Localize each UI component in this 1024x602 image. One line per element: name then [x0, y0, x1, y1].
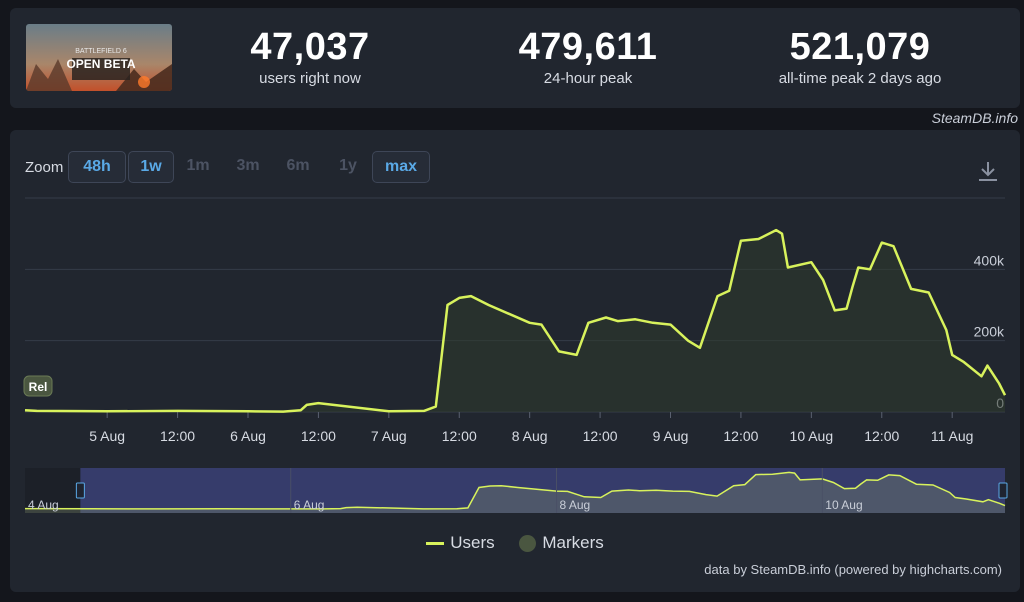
range-navigator[interactable]: 4 Aug 6 Aug 8 Aug 10 Aug [24, 468, 1008, 513]
svg-text:BATTLEFIELD 6: BATTLEFIELD 6 [75, 48, 127, 55]
x-tick-label: 12:00 [864, 428, 899, 444]
zoom-button-3m[interactable]: 3m [236, 157, 260, 174]
svg-text:OPEN BETA: OPEN BETA [66, 57, 135, 71]
markers-dot-swatch [519, 535, 537, 553]
stat-value: 521,079 [789, 26, 931, 68]
stat-label: users right now [259, 70, 361, 87]
zoom-button-max[interactable]: max [372, 151, 430, 183]
download-icon[interactable] [976, 160, 1000, 182]
zoom-button-1w[interactable]: 1w [128, 151, 174, 183]
zoom-label: Zoom [25, 159, 64, 176]
legend-label-markers: Markers [542, 533, 604, 552]
y-tick-label: 400k [974, 252, 1005, 268]
release-marker-flag[interactable] [23, 375, 53, 397]
release-marker-label: Rel [29, 380, 48, 394]
stat-label: 24-hour peak [543, 70, 633, 87]
users-series [24, 228, 1007, 413]
legend-item-users[interactable]: Users [426, 533, 495, 553]
game-thumbnail[interactable]: OPEN BETA BATTLEFIELD 6 [26, 24, 172, 91]
x-tick-label: 12:00 [160, 428, 195, 444]
stat-current-users: 47,037 users right now [180, 26, 440, 87]
chart-panel: Zoom 48h 1w 1m 3m 6m 1y max 0200k400k 5 … [10, 130, 1020, 592]
users-line-swatch [426, 542, 445, 546]
x-tick-label: 12:00 [301, 428, 336, 444]
x-tick-label: 8 Aug [512, 428, 548, 444]
stat-24h-peak: 479,611 24-hour peak [458, 26, 718, 87]
users-area-fill [25, 230, 1005, 412]
x-axis-ticks: 5 Aug 12:00 6 Aug 12:00 7 Aug 12:00 8 Aug 12:00… [89, 412, 973, 444]
x-tick-label: 9 Aug [653, 428, 689, 444]
zoom-button-1m[interactable]: 1m [186, 157, 210, 174]
x-tick-label: 10 Aug [790, 428, 834, 444]
x-tick-label: 12:00 [723, 428, 758, 444]
stat-value: 47,037 [250, 26, 370, 68]
x-tick-label: 12:00 [583, 428, 618, 444]
navigator-handle-left[interactable] [75, 482, 85, 499]
navigator-handle-right[interactable] [998, 482, 1008, 499]
x-tick-label: 11 Aug [931, 428, 974, 444]
highcharts-credit[interactable]: data by SteamDB.info (powered by highcha… [704, 562, 1002, 577]
game-thumbnail-art: OPEN BETA BATTLEFIELD 6 [26, 24, 172, 91]
stats-panel: OPEN BETA BATTLEFIELD 6 47,037 users rig… [10, 8, 1020, 108]
legend-label-users: Users [450, 533, 495, 552]
zoom-button-48h[interactable]: 48h [68, 151, 126, 183]
x-tick-label: 7 Aug [371, 428, 407, 444]
chart-legend: Users Markers [10, 533, 1020, 553]
x-tick-label: 6 Aug [230, 428, 266, 444]
legend-item-markers[interactable]: Markers [519, 533, 604, 553]
navigator-date-label: 4 Aug [28, 498, 59, 512]
navigator-area [25, 472, 1005, 513]
navigator-date-label: 6 Aug [294, 498, 325, 512]
users-series-line[interactable] [24, 228, 1007, 413]
release-marker[interactable]: Rel [23, 375, 53, 397]
navigator-date-label: 8 Aug [560, 498, 591, 512]
steamdb-credit[interactable]: SteamDB.info [931, 110, 1018, 126]
x-tick-label: 5 Aug [89, 428, 125, 444]
navigator-date-label: 10 Aug [825, 498, 862, 512]
zoom-button-6m[interactable]: 6m [286, 157, 310, 174]
zoom-button-1y[interactable]: 1y [339, 157, 357, 174]
y-tick-label: 200k [974, 324, 1005, 340]
stat-value: 479,611 [518, 26, 658, 68]
x-tick-label: 12:00 [442, 428, 477, 444]
stat-label: all-time peak 2 days ago [778, 70, 942, 87]
stat-all-time-peak: 521,079 all-time peak 2 days ago [730, 26, 990, 87]
navigator-series-line [24, 471, 1006, 510]
